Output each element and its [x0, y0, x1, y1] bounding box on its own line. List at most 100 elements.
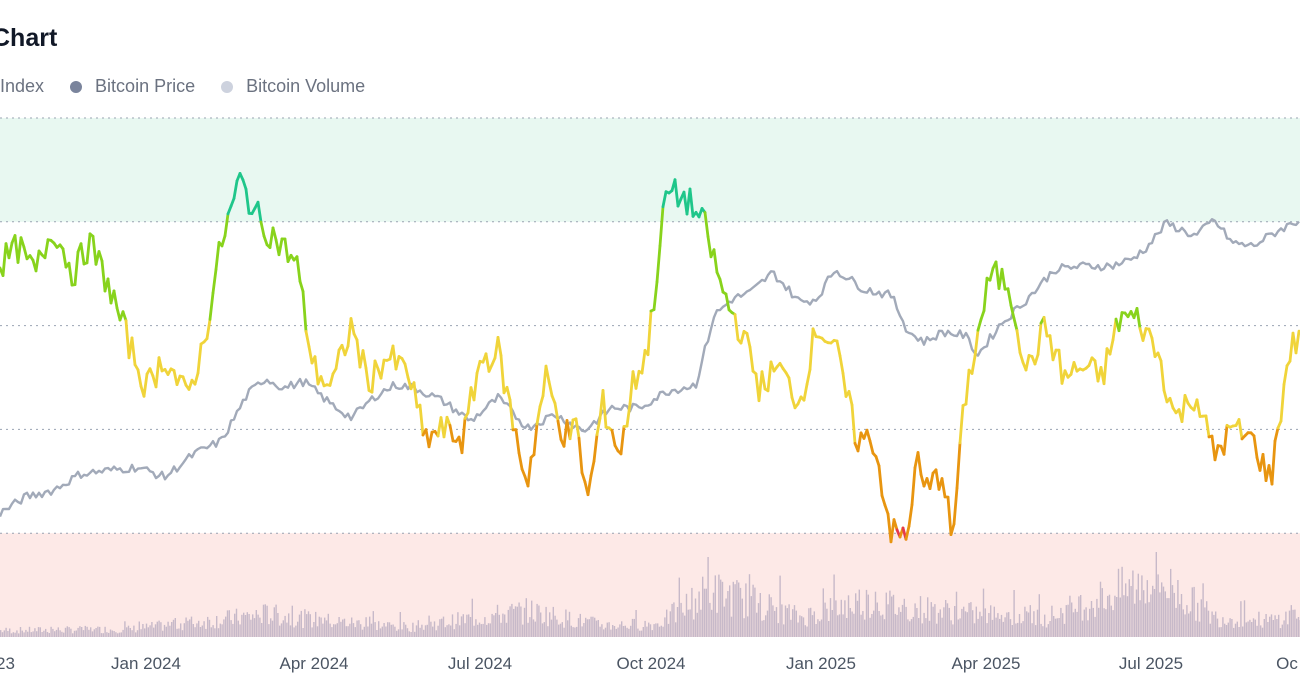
volume-bar — [293, 627, 295, 637]
volume-bar — [336, 623, 338, 637]
volume-bar — [972, 610, 974, 637]
volume-bar — [1062, 613, 1064, 637]
x-tick-label: Apr 2025 — [952, 654, 1021, 673]
volume-bar — [1080, 595, 1082, 637]
volume-bar — [95, 628, 97, 637]
volume-bar — [19, 627, 22, 637]
index-line-segment — [445, 415, 452, 427]
volume-bar — [235, 608, 238, 637]
volume-bar — [1139, 600, 1141, 637]
index-line-segment — [361, 349, 368, 370]
index-line-segment — [1147, 327, 1154, 340]
volume-bar — [657, 623, 659, 637]
index-line-segment — [256, 200, 263, 224]
volume-bar — [633, 618, 635, 637]
volume-bar — [759, 593, 761, 637]
volume-bar — [986, 623, 988, 637]
volume-bar — [678, 577, 680, 637]
volume-bar — [995, 617, 997, 637]
volume-bar — [36, 631, 38, 637]
volume-bar — [1000, 614, 1003, 637]
index-line-segment — [1000, 267, 1007, 291]
index-line-segment — [982, 276, 989, 313]
price-line-group — [0, 218, 1300, 518]
volume-bar — [639, 630, 641, 637]
volume-bar — [109, 629, 112, 637]
volume-bar — [1067, 604, 1069, 637]
volume-bar — [1033, 611, 1035, 637]
volume-bar — [460, 616, 463, 637]
volume-bar — [1171, 585, 1174, 637]
volume-bar — [874, 591, 877, 637]
volume-bar — [687, 609, 689, 637]
extreme-fear-zone — [0, 533, 1300, 637]
volume-bar — [1089, 608, 1091, 637]
volume-bar — [646, 626, 648, 637]
volume-bar — [1049, 621, 1051, 637]
volume-bar — [428, 615, 430, 637]
index-line-segment — [334, 348, 341, 371]
index-line-segment — [787, 376, 794, 399]
volume-bar — [459, 625, 461, 637]
volume-bar — [208, 619, 211, 637]
index-line-segment — [1051, 348, 1058, 362]
volume-bar — [127, 625, 130, 637]
index-line-segment — [298, 279, 305, 293]
volume-bar — [1179, 604, 1181, 637]
index-line-segment — [1, 242, 8, 278]
volume-bar — [1272, 620, 1274, 637]
volume-bar — [534, 621, 536, 637]
volume-bar — [369, 616, 371, 637]
volume-bar — [588, 619, 590, 637]
volume-bar — [27, 631, 29, 637]
volume-bar — [196, 623, 198, 637]
volume-bar — [1296, 618, 1298, 637]
volume-bar — [792, 609, 794, 637]
volume-bar — [1047, 624, 1049, 637]
volume-bar — [1166, 598, 1168, 637]
volume-bar — [1240, 601, 1242, 637]
volume-bar — [252, 614, 254, 637]
volume-bar — [7, 631, 9, 637]
volume-bar — [1234, 623, 1237, 637]
index-line-segment — [394, 355, 401, 371]
legend-item-bitcoin-volume[interactable]: Bitcoin Volume — [221, 76, 365, 97]
volume-bar — [691, 587, 693, 637]
volume-bar — [552, 606, 554, 637]
volume-bar — [846, 618, 848, 637]
volume-bar — [1213, 614, 1215, 637]
volume-bar — [300, 610, 302, 637]
volume-bar — [878, 611, 880, 637]
volume-bar — [790, 619, 792, 637]
volume-bar — [581, 626, 583, 637]
index-line-segment — [706, 235, 713, 259]
volume-bar — [455, 623, 457, 637]
index-line-segment — [1237, 418, 1244, 441]
legend-item-bitcoin-price[interactable]: Bitcoin Price — [70, 76, 195, 97]
volume-bar — [423, 629, 425, 637]
volume-bar — [228, 610, 230, 637]
volume-bar — [775, 607, 778, 637]
volume-bar — [1058, 618, 1060, 637]
index-line-segment — [232, 179, 239, 200]
volume-bar — [392, 624, 394, 637]
volume-bar — [630, 625, 632, 637]
volume-bar — [610, 629, 612, 637]
index-line-segment — [850, 403, 857, 445]
volume-bar — [23, 632, 25, 637]
volume-bar — [124, 621, 126, 637]
index-line-segment — [220, 234, 227, 248]
volume-bar — [104, 626, 106, 637]
volume-bar — [538, 605, 540, 637]
volume-bar — [795, 610, 797, 637]
volume-bar — [192, 624, 194, 637]
volume-bar — [487, 623, 490, 637]
volume-bar — [41, 632, 43, 637]
volume-bar — [1081, 620, 1084, 637]
index-line-segment — [1015, 329, 1022, 355]
volume-bar — [997, 613, 999, 637]
volume-bar — [316, 626, 319, 637]
legend-item-index[interactable]: Index — [0, 76, 44, 97]
volume-bar — [1249, 619, 1251, 637]
volume-bar — [682, 612, 684, 637]
